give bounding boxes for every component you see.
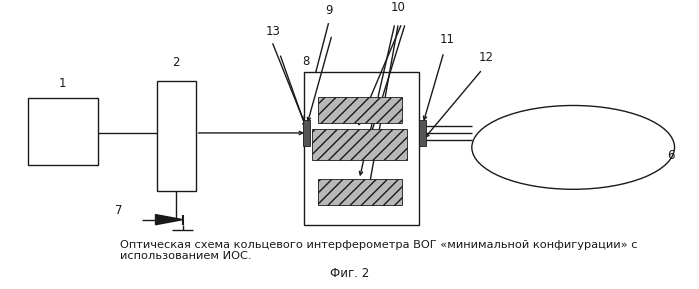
Text: 2: 2 (173, 56, 180, 69)
Bar (419, 120, 426, 146)
Text: 9: 9 (325, 4, 332, 17)
Text: Оптическая схема кольцевого интерферометра ВОГ «минимальной конфигурации» с
испо: Оптическая схема кольцевого интерферомет… (120, 240, 637, 262)
Text: 6: 6 (668, 149, 675, 162)
Text: 11: 11 (440, 33, 455, 46)
Bar (318, 97, 402, 123)
Bar (157, 81, 196, 191)
Bar (318, 179, 402, 205)
Text: Фиг. 2: Фиг. 2 (330, 267, 369, 280)
Text: 1: 1 (59, 77, 66, 90)
Polygon shape (155, 214, 183, 225)
Text: 12: 12 (478, 51, 493, 64)
Bar (28, 98, 98, 165)
Text: 7: 7 (115, 204, 122, 217)
Text: 8: 8 (302, 55, 309, 68)
Bar (303, 120, 310, 146)
Text: 10: 10 (391, 1, 406, 14)
Text: 13: 13 (265, 25, 280, 38)
Bar (312, 129, 407, 160)
Bar (304, 72, 419, 225)
